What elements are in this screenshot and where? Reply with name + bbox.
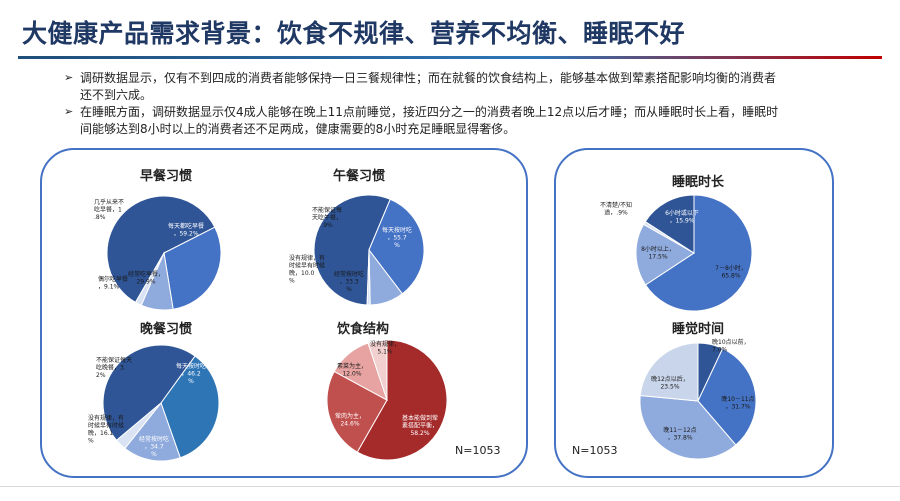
- pie-chart-breakfast: 每天都吃早餐，59.2% 经常吃早餐， 29.9%偶尔吃早餐，9.1% 几乎从来不吃早…: [94, 195, 222, 311]
- pie-data-label: 基本能做到荤素搭配平衡， 58.2%: [402, 414, 438, 437]
- pie-slice: [102, 344, 196, 441]
- pie-data-label: 7－8小时， 65.8%: [715, 264, 747, 280]
- pie-data-label: 6小时或以下，15.9%: [665, 209, 699, 225]
- pie-slice: [115, 402, 162, 450]
- sample-size-note: N=1053: [572, 444, 618, 457]
- pie-slice: [163, 226, 222, 310]
- title-divider: [18, 56, 882, 59]
- pie-data-label: 每天都吃早餐，59.2%: [168, 222, 204, 238]
- pie-slice: [160, 355, 220, 459]
- pie-data-label: 没有规律，有时候早有时候晚，16.1%: [88, 414, 124, 445]
- pie-data-label: 晚10－11点，31.7%: [721, 395, 754, 411]
- pie-slice: [106, 195, 216, 304]
- pie-slice: [366, 249, 371, 306]
- pie-slice: [367, 339, 388, 401]
- pie-slice: [639, 394, 737, 460]
- pie-chart-dinner: 每天按时吃，46.2 % 经常按时吃，34.7 % 没有规律，有时候早有时候晚，16.1…: [88, 344, 220, 462]
- pie-slice: [644, 194, 695, 254]
- pie-slice: [697, 347, 757, 446]
- pie-data-label: 不能保证每天吃晚餐，3. 2%: [96, 356, 132, 379]
- pie-chart-bedtime: 晚10点以前， 7.0% 晚10－11点，31.7% 晚11－12点，37.8% 晚12…: [639, 338, 757, 460]
- pie-slice: [644, 194, 753, 312]
- bullet-text: 在睡眠方面，调研数据显示仅4成人能够在晚上11点前睡觉，接近四分之一的消费者晚上…: [80, 105, 779, 136]
- pie-data-label: 经常按时吃，33.3%: [334, 270, 364, 293]
- pie-chart-sleep-duration: 7－8小时， 65.8% 8小时以上， 17.5% 不清楚/不知道，.9% 6小时或以下，…: [600, 194, 753, 312]
- pie-data-label: 每天按时吃，55.7%: [382, 226, 412, 249]
- pie-data-label: 荤肉为主， 24.6%: [335, 412, 365, 428]
- bullet-list: ➢ 调研数据显示，仅有不到四成的消费者能够保持一日三餐规律性；而在就餐的饮食结构…: [64, 70, 784, 138]
- pie-data-label: 没有规律， 5.1%: [370, 340, 400, 356]
- chart-title-bedtime: 睡觉时间: [671, 322, 724, 337]
- pie-data-label: 偶尔吃早餐，9.1%: [98, 275, 128, 291]
- pie-slice: [368, 198, 425, 295]
- pie-data-label: 晚10点以前， 7.0%: [712, 338, 750, 354]
- pie-data-label: 不能保证每天吃午餐，.9%: [312, 206, 342, 229]
- pie-data-label: 经常吃早餐， 29.9%: [128, 270, 164, 286]
- chart-title-diet: 饮食结构: [336, 322, 389, 337]
- pie-slice: [635, 223, 695, 286]
- pie-data-label: 8小时以上， 17.5%: [641, 245, 675, 261]
- bullet-item: ➢ 调研数据显示，仅有不到四成的消费者能够保持一日三餐规律性；而在就餐的饮食结构…: [64, 70, 784, 103]
- pie-data-label: 晚11－12点，37.8%: [663, 426, 696, 442]
- pie-chart-diet: 基本能做到荤素搭配平衡， 58.2% 荤肉为主， 24.6% 素菜为主， 12.0%没有规…: [326, 339, 448, 461]
- pie-data-label: 没有规律，有时候早有时候晚，10.0%: [289, 254, 325, 285]
- pie-slice: [124, 401, 181, 462]
- chart-title-sleep-duration: 睡眠时长: [671, 175, 724, 190]
- sample-size-note: N=1053: [455, 444, 501, 457]
- arrow-bullet-icon: ➢: [64, 105, 74, 118]
- pie-slice: [639, 342, 699, 402]
- pie-slice: [326, 370, 388, 453]
- pie-data-label: 不清楚/不知道，.9%: [600, 201, 632, 217]
- pie-slice: [313, 194, 391, 306]
- bullet-item: ➢ 在睡眠方面，调研数据显示仅4成人能够在晚上11点前睡觉，接近四分之一的消费者…: [64, 104, 784, 137]
- bullet-text: 调研数据显示，仅有不到四成的消费者能够保持一日三餐规律性；而在就餐的饮食结构上，…: [80, 71, 777, 102]
- pie-slice: [356, 339, 448, 461]
- pie-data-label: 晚12点以后， 23.5%: [651, 375, 689, 391]
- pie-chart-lunch: 每天按时吃，55.7 % 经常按时吃，33.3 % 没有规律，有时候早有时候晚，10.0…: [289, 194, 425, 306]
- arrow-bullet-icon: ➢: [64, 71, 74, 84]
- chart-title-lunch: 午餐习惯: [332, 169, 385, 184]
- pie-slice: [134, 252, 165, 306]
- pie-data-label: 经常按时吃，34.7%: [139, 435, 169, 458]
- footer-divider: [0, 486, 900, 487]
- pie-data-label: 素菜为主， 12.0%: [337, 362, 367, 378]
- page-title: 大健康产品需求背景：饮食不规律、营养不均衡、睡眠不好: [22, 19, 686, 48]
- pie-data-label: 每天按时吃，46.2%: [176, 362, 206, 385]
- chart-title-dinner: 晚餐习惯: [139, 322, 192, 337]
- pie-data-label: 几乎从来不吃早餐，1.8%: [94, 198, 124, 221]
- chart-title-breakfast: 早餐习惯: [139, 169, 192, 184]
